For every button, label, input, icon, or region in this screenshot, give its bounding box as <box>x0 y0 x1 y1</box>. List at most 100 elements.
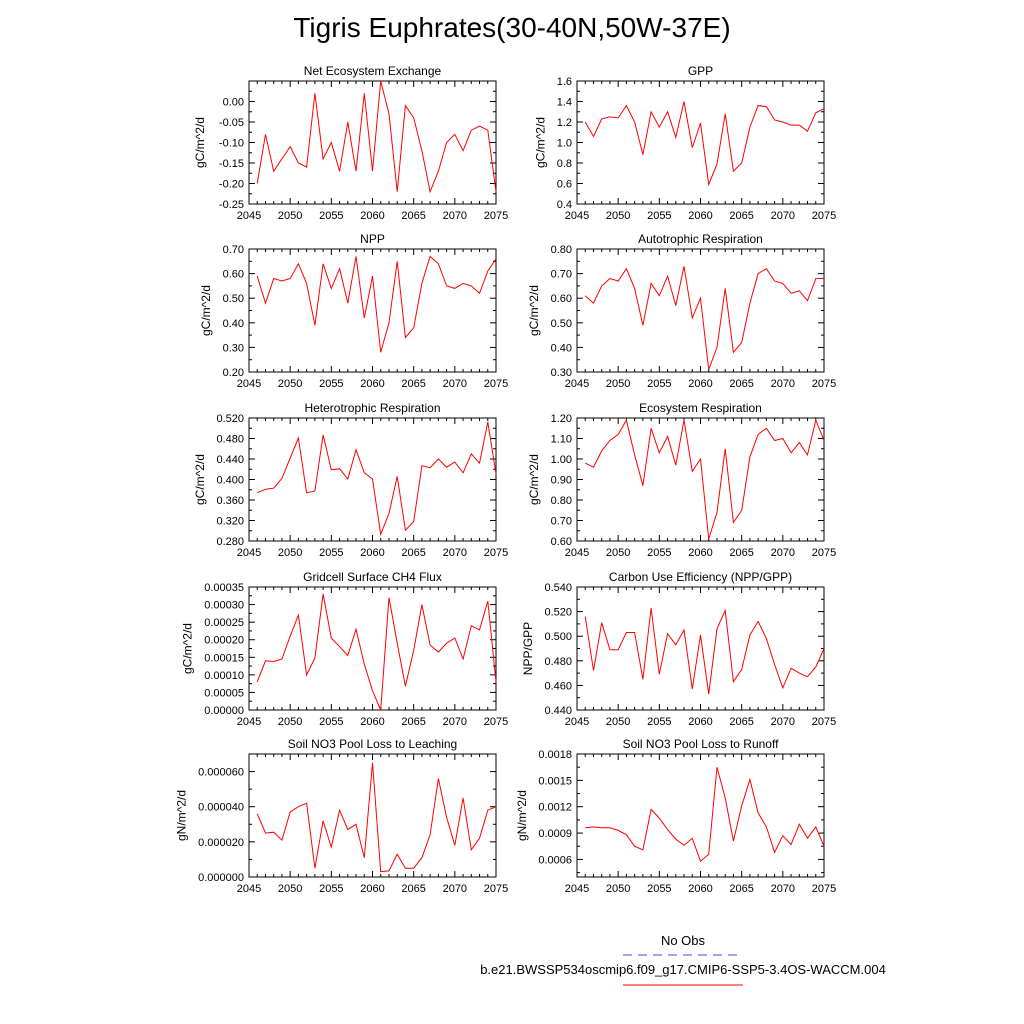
x-tick-label: 2075 <box>812 378 836 390</box>
y-tick-label: 0.0009 <box>538 828 572 840</box>
y-tick-label: 0.00 <box>223 97 244 109</box>
x-tick-label: 2055 <box>319 210 343 222</box>
x-tick-label: 2055 <box>319 378 343 390</box>
x-tick-label: 2050 <box>278 883 302 895</box>
x-tick-label: 2050 <box>278 716 302 728</box>
plot-frame <box>248 753 497 878</box>
x-tick-label: 2065 <box>401 378 425 390</box>
x-tick-label: 2060 <box>360 210 384 222</box>
series-line <box>585 767 825 863</box>
x-tick-label: 2075 <box>484 378 508 390</box>
x-tick-label: 2055 <box>319 716 343 728</box>
y-tick-label: 0.60 <box>551 293 572 305</box>
x-tick-label: 2065 <box>401 547 425 559</box>
x-tick-label: 2045 <box>565 547 589 559</box>
x-tick-label: 2055 <box>647 716 671 728</box>
x-tick-label: 2055 <box>647 210 671 222</box>
y-tick-label: 0.70 <box>551 269 572 281</box>
x-tick-label: 2070 <box>771 378 795 390</box>
plot-frame <box>248 248 497 373</box>
plot-frame <box>576 80 825 205</box>
x-tick-label: 2070 <box>443 210 467 222</box>
y-axis-label: gC/m^2/d <box>199 285 213 336</box>
plot-frame <box>576 417 825 542</box>
y-tick-label: 0.500 <box>544 631 572 643</box>
y-axis-label: NPP/GPP <box>521 622 535 675</box>
x-tick-label: 2055 <box>647 883 671 895</box>
panel-title: Gridcell Surface CH4 Flux <box>303 570 442 584</box>
series-line <box>584 418 825 540</box>
y-tick-label: 1.6 <box>557 76 572 88</box>
y-tick-label: 0.50 <box>551 318 572 330</box>
x-tick-label: 2060 <box>688 378 712 390</box>
panel-title: Carbon Use Efficiency (NPP/GPP) <box>609 570 792 584</box>
x-tick-label: 2060 <box>360 883 384 895</box>
x-tick-label: 2050 <box>278 378 302 390</box>
panel-title: Net Ecosystem Exchange <box>304 64 442 78</box>
x-tick-label: 2060 <box>360 378 384 390</box>
y-tick-label: 1.4 <box>557 97 572 109</box>
y-axis-label: gN/m^2/d <box>515 790 529 841</box>
legend-model-label: b.e21.BWSSP534oscmip6.f09_g17.CMIP6-SSP5… <box>480 962 886 977</box>
panel-title: Soil NO3 Pool Loss to Leaching <box>288 737 457 751</box>
x-tick-label: 2065 <box>401 210 425 222</box>
x-tick-label: 2050 <box>278 210 302 222</box>
y-tick-label: 1.2 <box>557 117 572 129</box>
x-tick-label: 2075 <box>812 547 836 559</box>
y-tick-label: 0.00035 <box>204 582 244 594</box>
panel-title: Ecosystem Respiration <box>639 401 762 415</box>
x-tick-label: 2050 <box>278 547 302 559</box>
panel-title: GPP <box>688 64 713 78</box>
y-tick-label: 0.320 <box>216 516 244 528</box>
y-tick-label: 0.400 <box>216 475 244 487</box>
y-tick-label: 1.20 <box>551 413 572 425</box>
y-tick-label: 0.60 <box>551 536 572 548</box>
y-tick-label: 1.10 <box>551 434 572 446</box>
panel-8: Carbon Use Efficiency (NPP/GPP) 2045 2050 2… <box>521 570 836 728</box>
x-tick-label: 2075 <box>484 210 508 222</box>
x-tick-label: 2070 <box>443 883 467 895</box>
panel-title: Soil NO3 Pool Loss to Runoff <box>623 737 780 751</box>
y-tick-label: 0.520 <box>216 413 244 425</box>
series-line <box>256 762 497 873</box>
y-tick-label: 0.70 <box>223 244 244 256</box>
y-tick-label: 0.000000 <box>198 872 244 884</box>
x-tick-label: 2045 <box>237 210 261 222</box>
x-tick-label: 2070 <box>771 716 795 728</box>
x-tick-label: 2050 <box>606 210 630 222</box>
x-tick-label: 2065 <box>729 547 753 559</box>
panel-9: Soil NO3 Pool Loss to Leaching 2045 2050 20… <box>174 737 508 895</box>
x-tick-label: 2055 <box>647 547 671 559</box>
x-tick-label: 2065 <box>729 716 753 728</box>
y-tick-label: 0.0006 <box>538 854 572 866</box>
y-tick-label: 0.00000 <box>204 705 244 717</box>
x-tick-label: 2075 <box>812 210 836 222</box>
panel-2: GPP 2045 2050 2055 2060 2065 2070 2075 0.4 0.6 0.8… <box>533 64 836 222</box>
y-tick-label: 0.6 <box>557 179 572 191</box>
panel-6: Ecosystem Respiration 2045 2050 2055 2060 206… <box>527 401 836 559</box>
plot-frame <box>576 248 825 373</box>
y-tick-label: 0.0015 <box>538 775 572 787</box>
y-tick-label: -0.05 <box>219 117 244 129</box>
y-tick-label: 0.440 <box>216 454 244 466</box>
y-tick-label: 0.00030 <box>204 600 244 612</box>
x-tick-label: 2075 <box>812 716 836 728</box>
y-tick-label: 0.8 <box>557 158 572 170</box>
y-tick-label: 0.60 <box>223 269 244 281</box>
y-tick-label: 0.540 <box>544 582 572 594</box>
x-tick-label: 2055 <box>319 883 343 895</box>
y-tick-label: 0.0018 <box>538 749 572 761</box>
x-tick-label: 2075 <box>484 716 508 728</box>
y-tick-label: 0.40 <box>223 318 244 330</box>
series-line <box>584 266 824 370</box>
y-tick-label: -0.10 <box>219 138 244 150</box>
y-axis-label: gC/m^2/d <box>181 623 195 674</box>
x-tick-label: 2070 <box>771 210 795 222</box>
y-axis-label: gC/m^2/d <box>193 454 207 505</box>
series-line <box>256 255 497 353</box>
y-tick-label: 0.520 <box>544 607 572 619</box>
plot-frame <box>576 586 825 711</box>
x-tick-label: 2075 <box>484 883 508 895</box>
y-tick-label: 0.40 <box>551 342 572 354</box>
